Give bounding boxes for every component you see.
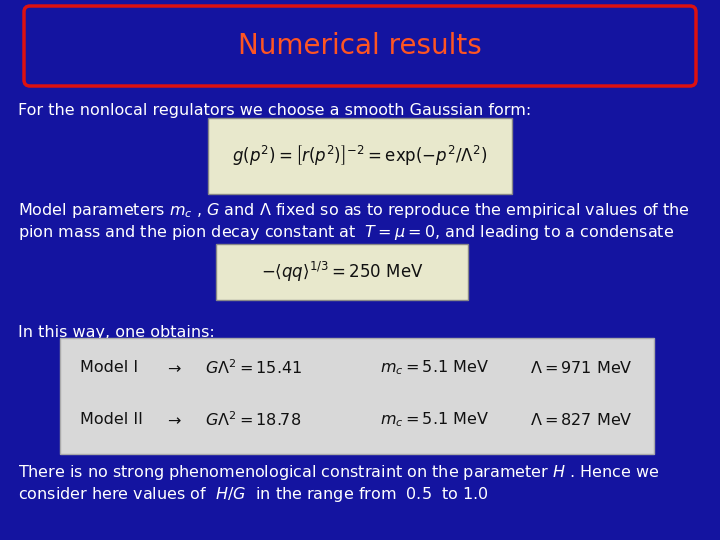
Text: Model parameters $m_c$ , $G$ and $\Lambda$ fixed so as to reproduce the empirica: Model parameters $m_c$ , $G$ and $\Lambd…: [18, 200, 690, 219]
Text: There is no strong phenomenological constraint on the parameter $H$ . Hence we: There is no strong phenomenological cons…: [18, 462, 660, 482]
Text: pion mass and the pion decay constant at  $T = \mu = 0$, and leading to a conden: pion mass and the pion decay constant at…: [18, 222, 674, 241]
Text: $\rightarrow$: $\rightarrow$: [164, 413, 181, 428]
FancyBboxPatch shape: [216, 244, 468, 300]
Text: $g(p^2) = \left[r(p^2)\right]^{-2} = \exp(-p^2/\Lambda^2)$: $g(p^2) = \left[r(p^2)\right]^{-2} = \ex…: [233, 144, 487, 168]
Text: $G\Lambda^2 = 18.78$: $G\Lambda^2 = 18.78$: [205, 410, 301, 429]
Text: $\rightarrow$: $\rightarrow$: [164, 361, 181, 375]
Text: consider here values of  $H/G$  in the range from  0.5  to 1.0: consider here values of $H/G$ in the ran…: [18, 484, 489, 503]
Text: $m_c = 5.1 \ \mathrm{MeV}$: $m_c = 5.1 \ \mathrm{MeV}$: [380, 359, 489, 377]
FancyBboxPatch shape: [60, 338, 654, 454]
Text: $G\Lambda^2 = 15.41$: $G\Lambda^2 = 15.41$: [205, 359, 302, 377]
Text: Model I: Model I: [80, 361, 138, 375]
Text: $\Lambda = 971 \ \mathrm{MeV}$: $\Lambda = 971 \ \mathrm{MeV}$: [530, 360, 633, 376]
Text: Model II: Model II: [80, 413, 143, 428]
Text: In this way, one obtains:: In this way, one obtains:: [18, 325, 215, 340]
Text: $m_c = 5.1 \ \mathrm{MeV}$: $m_c = 5.1 \ \mathrm{MeV}$: [380, 410, 489, 429]
FancyBboxPatch shape: [24, 6, 696, 86]
Text: $\Lambda = 827 \ \mathrm{MeV}$: $\Lambda = 827 \ \mathrm{MeV}$: [530, 412, 633, 428]
Text: $-\langle qq \rangle^{1/3} = 250 \ \mathrm{MeV}$: $-\langle qq \rangle^{1/3} = 250 \ \math…: [261, 260, 423, 284]
FancyBboxPatch shape: [208, 118, 512, 194]
Text: Numerical results: Numerical results: [238, 32, 482, 60]
Text: For the nonlocal regulators we choose a smooth Gaussian form:: For the nonlocal regulators we choose a …: [18, 103, 531, 118]
